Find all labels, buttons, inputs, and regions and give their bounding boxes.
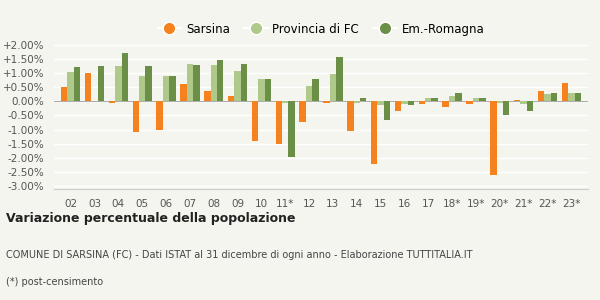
Bar	[360, 98, 367, 101]
Bar	[551, 93, 557, 101]
Bar	[449, 96, 455, 101]
Bar	[473, 98, 479, 101]
Bar	[67, 71, 74, 101]
Text: Variazione percentuale della popolazione: Variazione percentuale della popolazione	[6, 212, 296, 225]
Bar	[157, 101, 163, 130]
Bar	[61, 87, 67, 101]
Bar	[306, 86, 312, 101]
Bar	[180, 84, 187, 101]
Bar	[282, 101, 289, 103]
Bar	[204, 92, 211, 101]
Bar	[217, 60, 223, 101]
Bar	[466, 101, 473, 104]
Bar	[193, 65, 200, 101]
Bar	[115, 66, 122, 101]
Bar	[479, 98, 485, 101]
Bar	[169, 76, 176, 101]
Bar	[323, 101, 330, 103]
Bar	[85, 73, 91, 101]
Bar	[371, 101, 377, 164]
Bar	[235, 71, 241, 101]
Bar	[330, 74, 336, 101]
Bar	[425, 98, 431, 101]
Text: COMUNE DI SARSINA (FC) - Dati ISTAT al 31 dicembre di ogni anno - Elaborazione T: COMUNE DI SARSINA (FC) - Dati ISTAT al 3…	[6, 250, 473, 260]
Bar	[419, 101, 425, 104]
Bar	[568, 93, 575, 101]
Bar	[442, 101, 449, 107]
Bar	[252, 101, 258, 142]
Bar	[384, 101, 390, 120]
Bar	[490, 101, 497, 175]
Bar	[241, 64, 247, 101]
Bar	[187, 64, 193, 101]
Legend: Sarsina, Provincia di FC, Em.-Romagna: Sarsina, Provincia di FC, Em.-Romagna	[153, 18, 489, 40]
Bar	[258, 79, 265, 101]
Bar	[336, 56, 343, 101]
Bar	[312, 79, 319, 101]
Bar	[353, 101, 360, 103]
Bar	[133, 101, 139, 132]
Bar	[289, 101, 295, 157]
Bar	[562, 83, 568, 101]
Bar	[98, 66, 104, 101]
Bar	[347, 101, 353, 131]
Bar	[407, 101, 414, 105]
Bar	[497, 101, 503, 103]
Bar	[575, 93, 581, 101]
Bar	[228, 96, 235, 101]
Bar	[275, 101, 282, 144]
Bar	[538, 91, 544, 101]
Bar	[265, 79, 271, 101]
Bar	[109, 101, 115, 103]
Bar	[139, 76, 145, 101]
Bar	[299, 101, 306, 122]
Bar	[74, 67, 80, 101]
Bar	[395, 101, 401, 111]
Bar	[527, 101, 533, 111]
Bar	[211, 65, 217, 101]
Bar	[431, 98, 438, 101]
Text: (*) post-censimento: (*) post-censimento	[6, 277, 103, 287]
Bar	[145, 66, 152, 101]
Bar	[514, 100, 520, 101]
Bar	[377, 101, 384, 105]
Bar	[503, 101, 509, 116]
Bar	[163, 76, 169, 101]
Bar	[455, 93, 462, 101]
Bar	[520, 101, 527, 103]
Bar	[544, 94, 551, 101]
Bar	[122, 53, 128, 101]
Bar	[401, 101, 407, 104]
